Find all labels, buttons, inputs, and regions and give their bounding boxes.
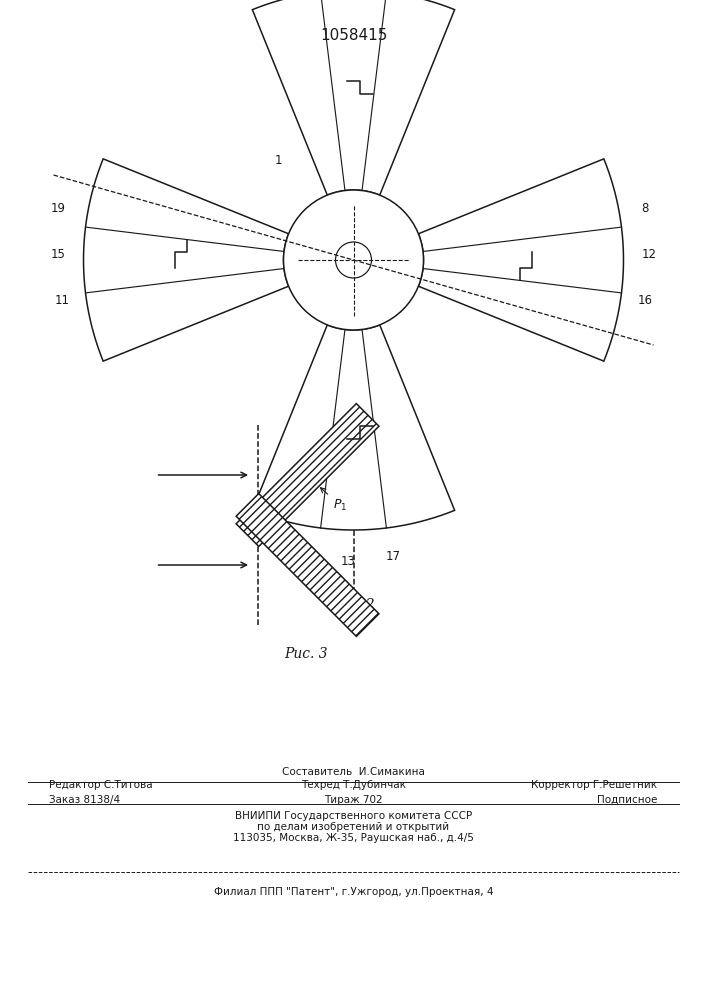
Text: 13: 13 [341,555,356,568]
Text: 15: 15 [51,248,66,261]
Text: Составитель  И.Симакина: Составитель И.Симакина [282,767,425,777]
Text: Подписное: Подписное [597,795,658,805]
Text: Тираж 702: Тираж 702 [325,795,382,805]
Text: Филиал ППП "Патент", г.Ужгород, ул.Проектная, 4: Филиал ППП "Патент", г.Ужгород, ул.Проек… [214,887,493,897]
Polygon shape [236,494,379,636]
Text: $P_2$: $P_2$ [321,577,346,598]
Text: 1: 1 [275,153,282,166]
Text: ВНИИПИ Государственного комитета СССР: ВНИИПИ Государственного комитета СССР [235,811,472,821]
Text: Техред Т.Дубинчак: Техред Т.Дубинчак [301,780,406,790]
Text: 17: 17 [386,550,401,563]
Text: 113035, Москва, Ж-35, Раушская наб., д.4/5: 113035, Москва, Ж-35, Раушская наб., д.4… [233,833,474,843]
Text: 12: 12 [641,248,656,261]
Text: 1058415: 1058415 [320,27,387,42]
Text: 16: 16 [638,294,653,306]
Polygon shape [236,404,379,546]
Polygon shape [252,325,455,530]
Ellipse shape [284,190,423,330]
Text: Редактор С.Титова: Редактор С.Титова [49,780,153,790]
Text: Заказ 8138/4: Заказ 8138/4 [49,795,121,805]
Polygon shape [83,159,288,361]
Ellipse shape [336,242,371,278]
Text: 8: 8 [641,202,648,215]
Text: Рис. 2: Рис. 2 [332,598,375,612]
Text: по делам изобретений и открытий: по делам изобретений и открытий [257,822,450,832]
Text: Рис. 3: Рис. 3 [284,647,327,661]
Text: 9: 9 [295,552,303,565]
Text: $P_1$: $P_1$ [320,488,347,513]
Text: Корректор Г.Решетник: Корректор Г.Решетник [532,780,658,790]
Text: 19: 19 [51,202,66,215]
Text: 11: 11 [54,294,69,306]
Polygon shape [419,159,624,361]
Polygon shape [252,0,455,195]
